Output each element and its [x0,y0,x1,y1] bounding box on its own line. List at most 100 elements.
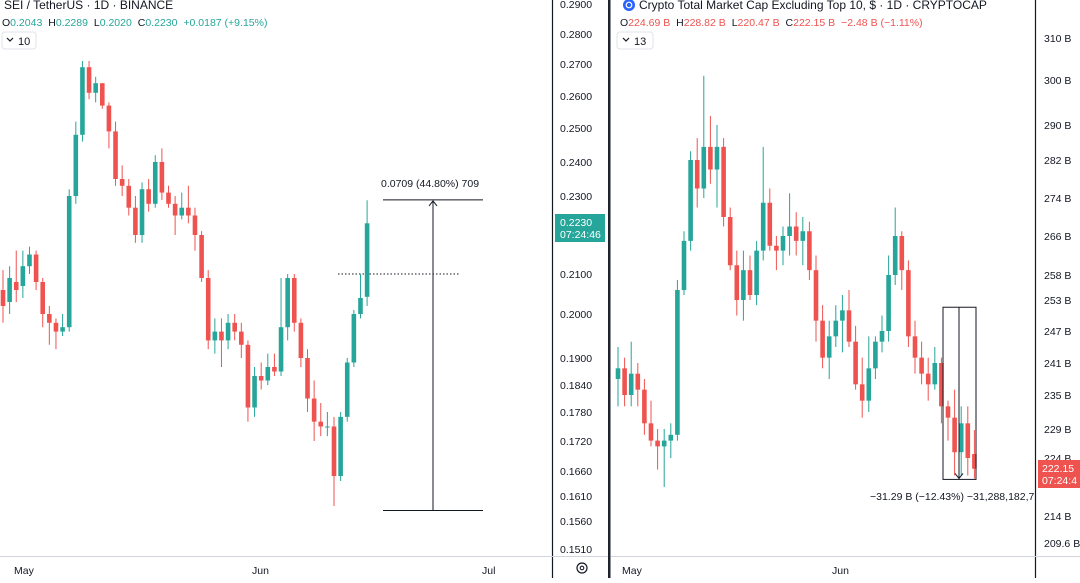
candle [152,155,158,208]
candle-body [774,245,779,251]
candle [826,320,832,379]
right-current-price-label: 222.15 07:24:4 [1038,460,1080,488]
candle [965,406,971,476]
candle-body [166,192,171,204]
candle-body [714,146,720,170]
candle-body [965,423,971,458]
left-indicators-toggle[interactable]: 10 [1,31,37,50]
right-symbol-title[interactable]: Crypto Total Market Cap Excluding Top 10… [639,0,987,12]
left-price-axis[interactable]: 0.2900 0.2800 0.2700 0.2600 0.2500 0.2400 0.23… [560,0,592,556]
candle [615,347,621,407]
candle-body [688,160,693,241]
candle [873,336,878,379]
candle-body [919,357,924,374]
price-tick-label: 258 B [1044,270,1071,282]
candle-body [258,376,264,381]
candle-body [232,322,237,332]
left-symbol-title[interactable]: SEI / TetherUS · 1D · BINANCE [4,0,173,12]
candle [311,380,317,441]
left-legend: SEI / TetherUS · 1D · BINANCE O0.2043 H0… [1,0,267,50]
candle [800,217,806,266]
candle [774,236,779,271]
settings-gear-button[interactable] [576,562,588,574]
candle [622,357,627,407]
indicators-count: 13 [634,36,646,48]
candle [53,318,59,350]
candle [325,412,330,437]
left-candles [0,61,370,506]
candle-body [113,131,118,179]
candle-body [628,373,634,395]
left-time-axis[interactable]: May Jun Jul [14,565,495,577]
time-label-may: May [14,565,35,577]
right-time-axis[interactable]: May Jun [622,565,849,577]
candle [714,125,720,208]
indicators-count: 10 [18,36,30,48]
candle-body [146,189,151,204]
candle [318,403,324,437]
candle [886,255,891,342]
candle-body [47,314,52,323]
candle [655,429,660,470]
measure-tool-right[interactable]: −31.29 B (−12.43%) −31,288,182,7 [870,306,1034,503]
candle [787,193,792,256]
candle [754,240,759,306]
left-chart-plot[interactable]: 0.0709 (44.80%) 709 [0,61,483,511]
candle [73,121,79,204]
candle-body [820,320,825,358]
candle-body [952,417,957,453]
candle-body [186,207,191,216]
candle [139,182,145,243]
price-tick-label: 0.2400 [560,157,592,169]
candle [291,274,297,332]
candle [820,305,825,369]
price-label-countdown: 07:24:46 [560,229,601,241]
candle-body [66,196,72,328]
candle-body [833,320,839,337]
candle-body [727,217,733,266]
candle-body [853,341,858,385]
candle [747,255,753,300]
candle-body [272,367,277,372]
candle-body [351,314,357,363]
candle-body [364,223,370,297]
candle [879,315,885,353]
price-label-value: 0.2230 [560,217,592,229]
candle-body [892,236,898,275]
candle [245,340,251,422]
candle-body [239,331,244,345]
candle-body [80,67,85,135]
candle-body [668,434,674,441]
candle [93,76,98,103]
candle-body [53,322,59,332]
price-tick-label: 0.2500 [560,123,592,135]
candle-body [106,105,112,132]
measure-arrow-head [428,200,438,207]
candle-body [642,389,647,424]
candle [146,179,151,212]
candle-body [179,207,185,216]
time-label-jul: Jul [482,565,495,577]
candle-body [912,336,918,358]
candle [727,207,733,271]
panel-divider[interactable] [608,0,611,578]
candle [338,412,343,481]
candle [119,165,125,196]
candle [701,75,707,198]
measure-label: −31.29 B (−12.43%) −31,288,182,7 [870,491,1034,503]
right-chart-plot[interactable]: −31.29 B (−12.43%) −31,288,182,7 [615,75,1035,503]
candle-body [252,376,257,408]
candle [912,320,918,374]
right-indicators-toggle[interactable]: 13 [616,31,654,50]
candle [298,318,304,367]
candle [225,314,231,350]
candle-body [846,310,852,342]
candle [945,400,951,441]
candle-body [694,160,700,189]
measure-tool[interactable]: 0.0709 (44.80%) 709 [381,178,483,511]
candle [760,146,766,261]
price-tick-label: 0.2800 [560,29,592,41]
candle [232,314,237,341]
candle [364,200,370,306]
